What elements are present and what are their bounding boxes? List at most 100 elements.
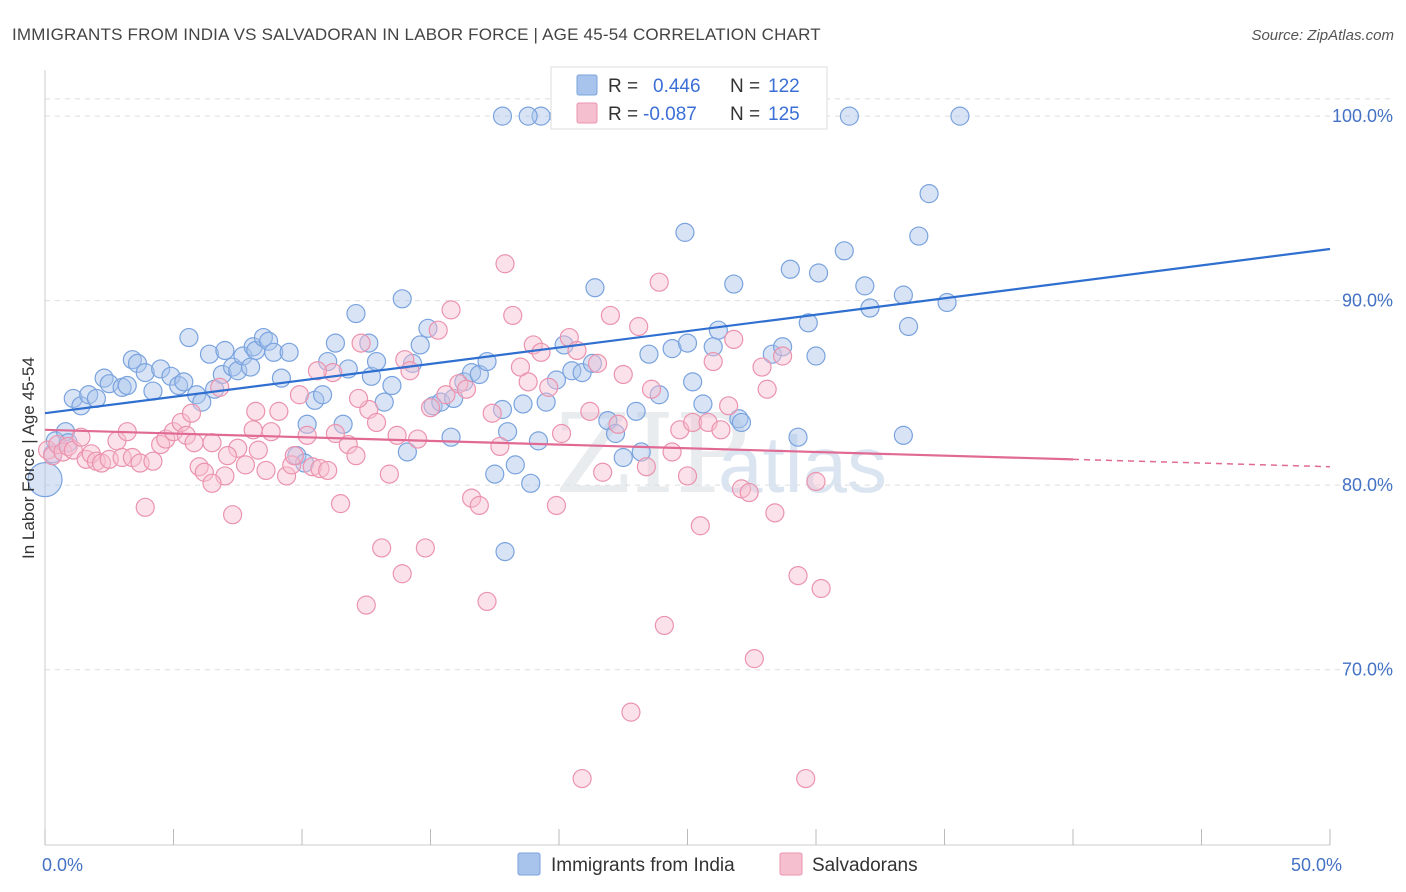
data-point [693, 394, 713, 414]
data-point [731, 412, 752, 433]
data-point [284, 446, 304, 466]
data-point [215, 340, 235, 361]
data-point [456, 379, 477, 399]
data-point [893, 285, 913, 305]
data-point [348, 388, 369, 409]
data-point [808, 263, 829, 283]
data-point [338, 434, 358, 455]
data-point [621, 702, 641, 722]
data-point [441, 300, 461, 320]
data-point [374, 392, 394, 412]
data-point [539, 377, 559, 397]
legend-r-value: 0.446 [653, 76, 701, 97]
data-point [521, 473, 541, 493]
data-point [71, 427, 91, 447]
data-point [400, 361, 420, 381]
data-point [482, 403, 502, 423]
data-point [410, 335, 430, 355]
data-point [122, 350, 142, 370]
data-point [356, 595, 376, 615]
data-point [428, 320, 448, 340]
data-point [318, 460, 338, 481]
data-point [485, 464, 505, 484]
chart-title: IMMIGRANTS FROM INDIA VS SALVADORAN IN L… [12, 25, 821, 44]
data-point [585, 278, 605, 298]
data-point [307, 361, 328, 381]
data-point [395, 350, 415, 370]
data-point [297, 425, 317, 445]
data-point [346, 446, 366, 466]
data-point [397, 442, 417, 462]
data-point [181, 403, 202, 423]
data-point [834, 241, 854, 261]
data-point [626, 401, 646, 421]
data-point [382, 375, 402, 396]
data-point [71, 396, 91, 416]
data-point [765, 503, 785, 523]
data-point [112, 447, 132, 468]
y-tick-label: 90.0% [1342, 291, 1393, 311]
data-point [639, 344, 659, 364]
data-point [675, 222, 695, 242]
data-point [572, 768, 592, 789]
data-point [798, 313, 818, 333]
data-point [94, 368, 114, 388]
data-point [629, 316, 649, 337]
data-point [241, 357, 261, 377]
data-point [151, 434, 171, 455]
data-point [351, 333, 371, 353]
data-point [513, 394, 533, 414]
data-point [898, 316, 919, 337]
data-point [503, 305, 523, 326]
data-point [174, 372, 194, 392]
data-point [580, 401, 600, 421]
data-point [677, 466, 698, 486]
data-point [683, 412, 703, 433]
data-point [531, 342, 551, 362]
data-point [258, 331, 279, 351]
data-point [359, 333, 379, 353]
legend-swatch-india [576, 74, 598, 96]
series-india [27, 106, 970, 562]
data-point [719, 396, 739, 416]
data-point [495, 254, 515, 274]
legend-box: R = 0.446 N = 122 R = -0.087 N = 125 [550, 66, 828, 130]
data-point [289, 385, 310, 405]
data-point [518, 106, 538, 126]
data-point [261, 422, 281, 442]
data-point [654, 615, 674, 636]
data-point [43, 446, 63, 466]
data-point [387, 425, 407, 445]
legend-n-label: N = [730, 76, 760, 97]
trend-lines [44, 247, 1331, 468]
data-point [279, 342, 299, 362]
data-point [498, 422, 518, 442]
data-point [744, 649, 764, 669]
data-point [492, 106, 513, 126]
data-point [210, 377, 230, 397]
y-tick-label: 100.0% [1332, 106, 1393, 126]
y-tick-label: 70.0% [1342, 660, 1393, 680]
data-point [677, 333, 698, 353]
data-point [228, 438, 248, 458]
data-point [415, 538, 435, 558]
data-point [683, 372, 703, 392]
data-point [724, 274, 744, 294]
data-point [613, 447, 633, 468]
data-point [690, 516, 710, 536]
data-point [729, 409, 749, 429]
data-point [636, 457, 656, 477]
data-point [379, 464, 399, 484]
data-point [919, 184, 939, 204]
data-point [325, 423, 346, 444]
data-point [711, 420, 731, 440]
trend-line-salvadoran-extension [1072, 458, 1331, 468]
bottom-legend-swatch-salvadoran [779, 852, 803, 876]
legend-r-label: R = [608, 104, 638, 125]
data-point [811, 578, 831, 599]
data-point [117, 375, 137, 396]
data-point [248, 440, 268, 460]
bottom-legend: Immigrants from India Salvadorans [517, 852, 918, 876]
data-point [217, 446, 238, 466]
data-point [950, 106, 970, 126]
